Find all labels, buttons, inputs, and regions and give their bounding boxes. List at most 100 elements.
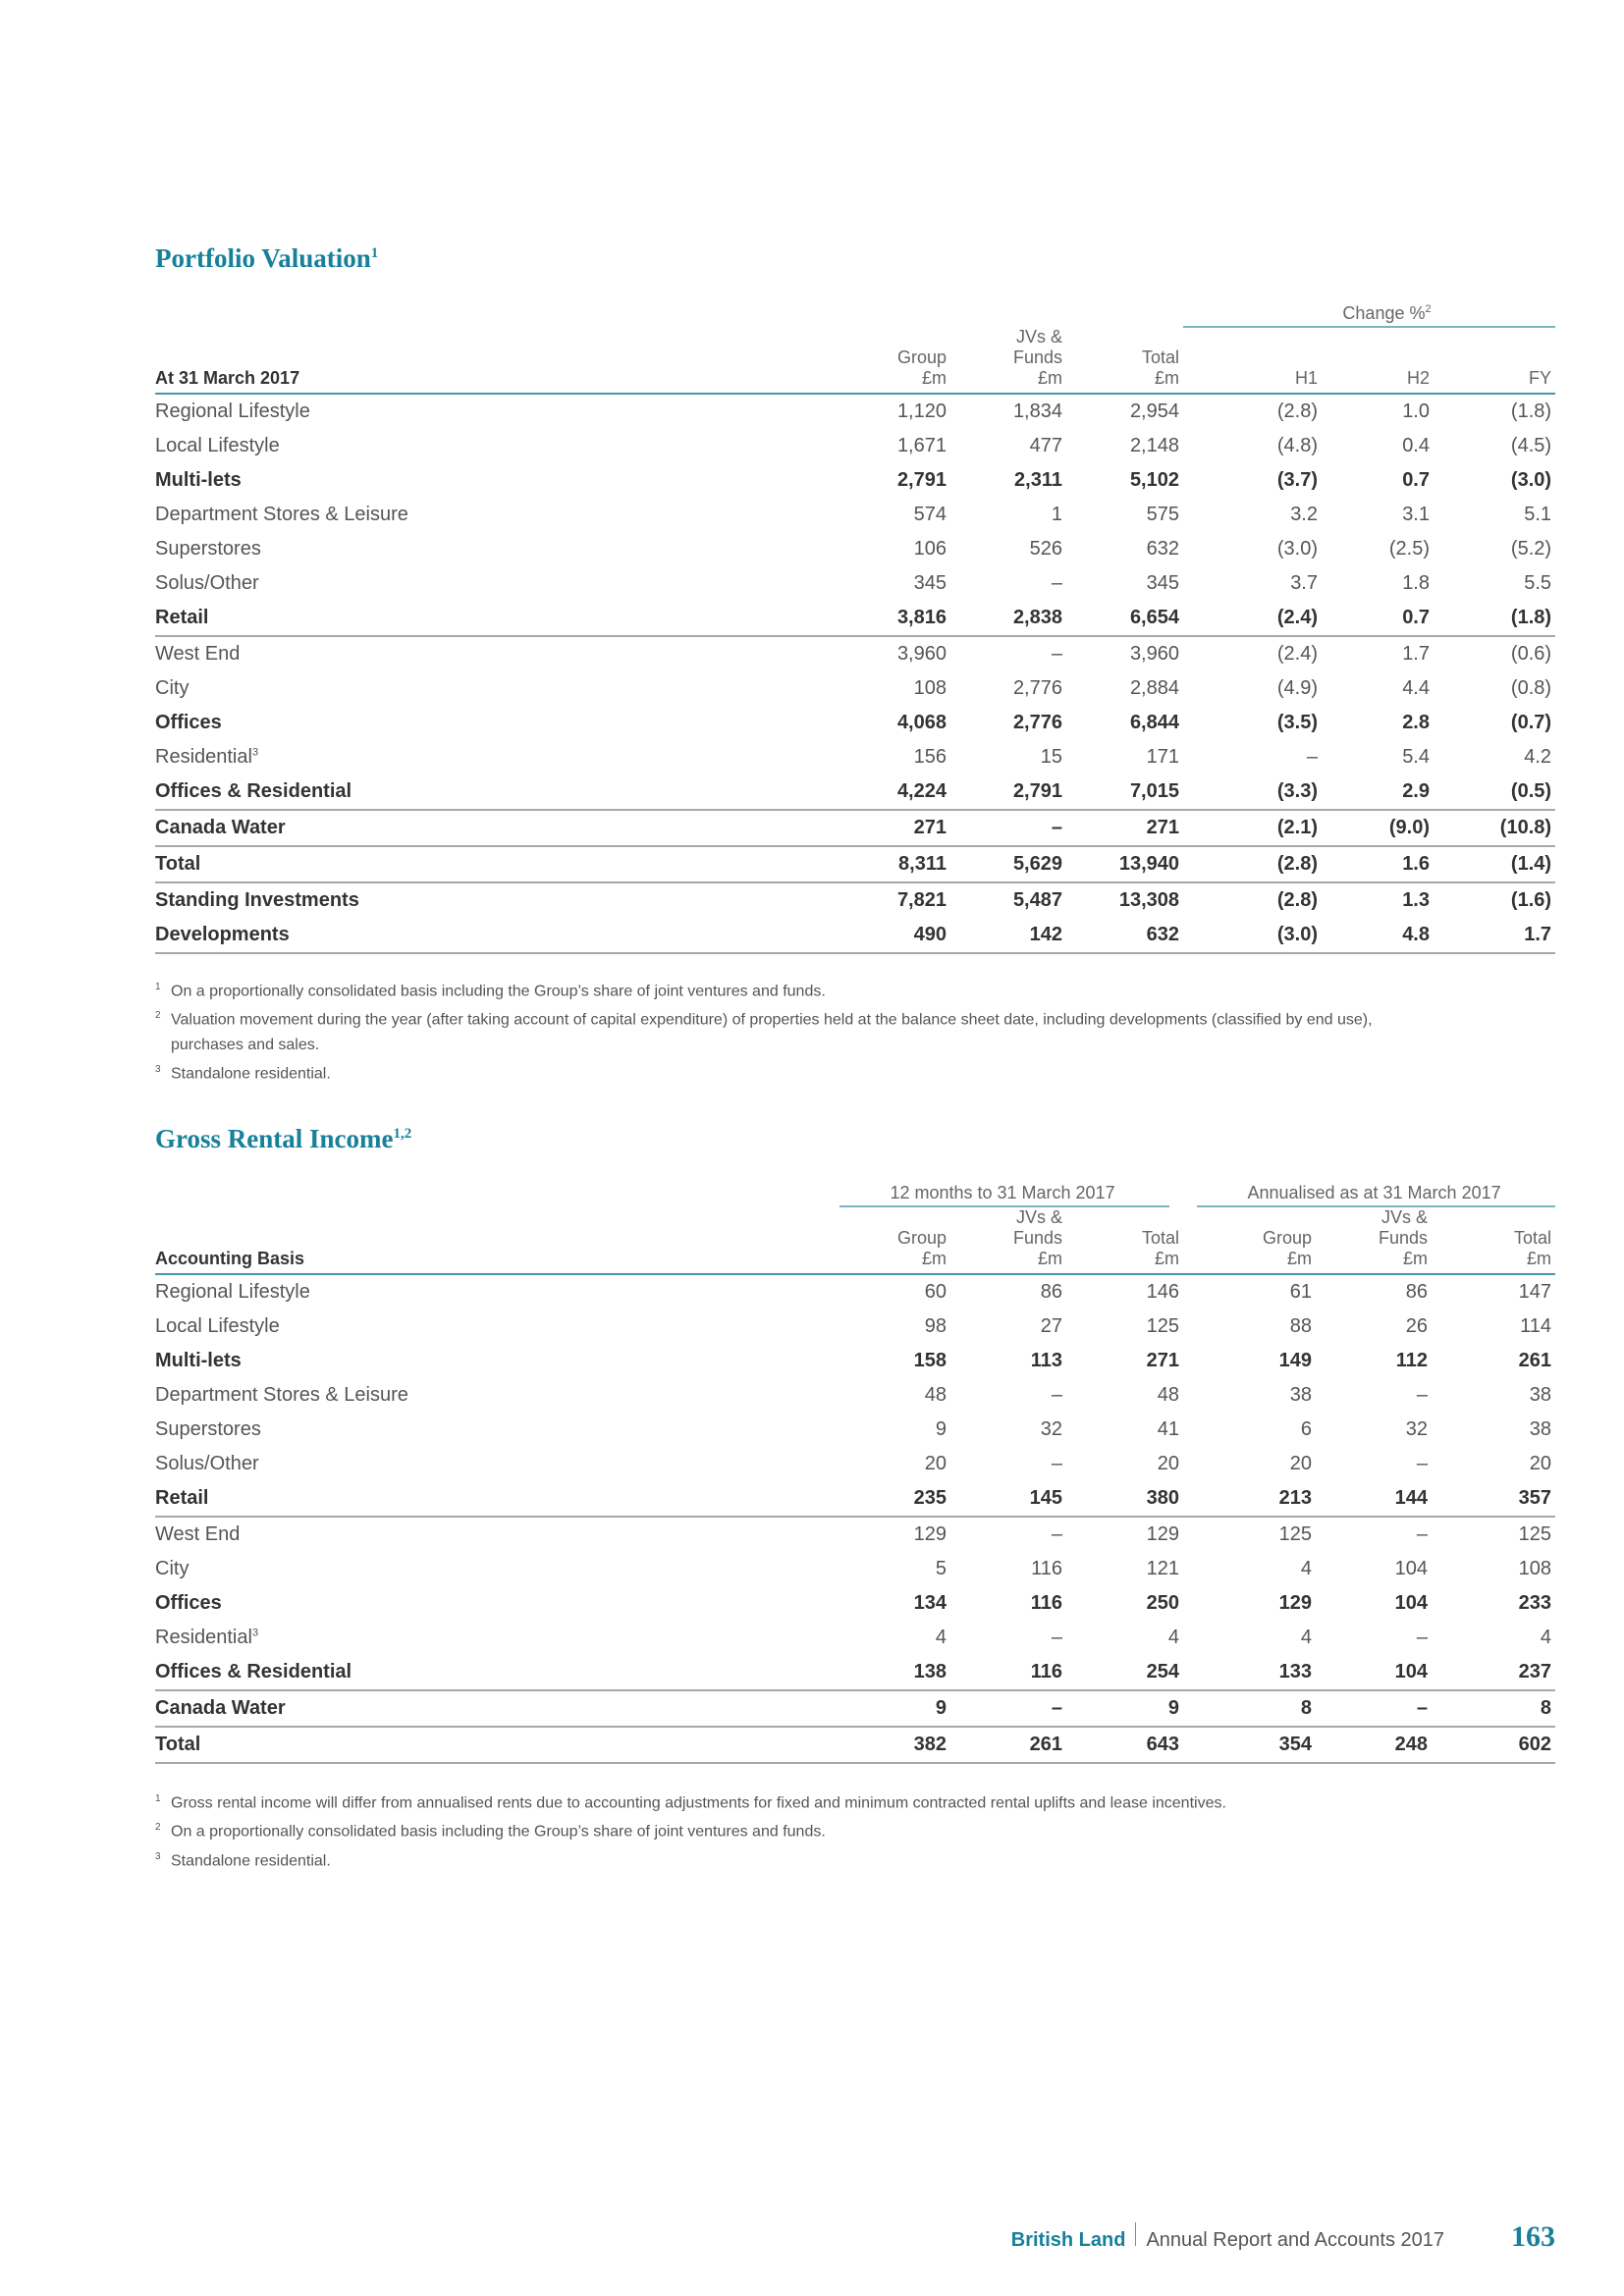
footnote: 2 On a proportionally consolidated basis … [155, 1815, 1530, 1843]
row-label-text: Local Lifestyle [155, 1315, 280, 1337]
footnote-number: 3 [155, 1850, 161, 1862]
row-label: Canada Water [155, 810, 872, 847]
cell-value: 1.0 [1402, 400, 1430, 422]
cell-value: 4 [1300, 1627, 1313, 1648]
cell-value: 88 [1289, 1315, 1313, 1337]
row-label: Residential3 [155, 1621, 839, 1655]
column-header: JVs & Funds £m [1316, 1206, 1433, 1275]
portfolio-valuation-table: Change %2 At 31 March 2017 Group £m JVs & … [155, 294, 1556, 954]
cell-value: 156 [913, 746, 947, 768]
row-label: Total [155, 846, 872, 883]
cell-value: (3.0) [1183, 918, 1322, 954]
footnote: 2 Valuation movement during the year (aft… [155, 1003, 1432, 1056]
cell-value: (3.3) [1183, 774, 1322, 811]
cell-value: 38 [1529, 1418, 1552, 1440]
cell-value: 4,224 [872, 774, 950, 811]
cell-value: 632 [1066, 918, 1183, 954]
cell-value: 2,776 [1012, 712, 1062, 733]
footnote: 3 Standalone residential. [155, 1057, 1432, 1086]
cell-value: 26 [1405, 1315, 1429, 1337]
row-label-text: Canada Water [155, 817, 286, 838]
cell-value: 146 [1146, 1281, 1180, 1303]
cell-value: (3.0) [1510, 469, 1552, 491]
cell-value: 5.1 [1524, 504, 1552, 525]
cell-value: 526 [1029, 538, 1062, 560]
column-header: H1 [1183, 327, 1322, 395]
rental-footnotes: 1 Gross rental income will differ from an… [155, 1787, 1530, 1873]
cell-value: (4.8) [1276, 435, 1318, 456]
table-row: Total 8,311 5,629 13,940 (2.8) 1.6 (1.4) [155, 846, 1556, 883]
column-header: JVs & Funds £m [950, 327, 1066, 395]
cell-value: 0.7 [1322, 601, 1434, 637]
cell-value: 149 [1278, 1350, 1313, 1371]
cell-value: (1.6) [1510, 889, 1552, 911]
page-footer: British Land Annual Report and Accounts … [1011, 2220, 1555, 2254]
cell-value: (4.9) [1276, 677, 1318, 699]
table-row: Local Lifestyle 1,671 477 2,148 (4.8) 0.4 (4.5… [155, 429, 1555, 463]
cell-value: 3.2 [1290, 504, 1318, 525]
cell-value: 38 [1529, 1384, 1552, 1406]
cell-value: 1.3 [1402, 889, 1430, 911]
table-row: Solus/Other 345 – 345 3.7 1.8 5.5 [155, 566, 1555, 601]
column-header: JVs & Funds £m [950, 1206, 1066, 1275]
cell-value: 104 [1394, 1558, 1429, 1579]
cell-value: 125 [1146, 1315, 1180, 1337]
row-label: Offices & Residential [155, 774, 872, 811]
cell-value: 116 [1031, 1558, 1062, 1579]
cell-value: 575 [1146, 504, 1179, 525]
footnote-number: 1 [155, 1793, 161, 1804]
row-label: Multi-lets [155, 463, 872, 498]
cell-value: (3.0) [1276, 538, 1318, 560]
cell-value: (2.8) [1276, 400, 1318, 422]
cell-value: 8,311 [872, 846, 950, 883]
cell-value: 6 [1300, 1418, 1313, 1440]
row-label: Solus/Other [155, 1447, 839, 1481]
cell-value: 9 [935, 1418, 947, 1440]
cell-value: 0.7 [1402, 469, 1430, 491]
row-label: Residential3 [155, 740, 872, 774]
table-caption: Accounting Basis [155, 1206, 839, 1275]
footer-divider [1135, 2222, 1137, 2246]
cell-value: (2.8) [1183, 846, 1322, 883]
row-label-text: Standing Investments [155, 889, 359, 911]
table-row: Canada Water 271–271 (2.1) (9.0) (10.8) [155, 810, 1556, 847]
cell-value: 4 [1167, 1627, 1180, 1648]
cell-value: (0.5) [1434, 774, 1556, 811]
title-text: Portfolio Valuation [155, 243, 371, 273]
cell-value: 86 [1405, 1281, 1429, 1303]
column-header: Group £m [1183, 1206, 1317, 1275]
cell-value: 6,654 [1066, 601, 1183, 637]
cell-value: – [1051, 1453, 1062, 1474]
cell-value: – [1416, 1523, 1429, 1545]
cell-value: 477 [1029, 435, 1062, 456]
cell-value: 2,776 [1012, 677, 1062, 699]
cell-value: 248 [1316, 1727, 1433, 1764]
row-label: Offices & Residential [155, 1655, 839, 1691]
cell-value: 121 [1146, 1558, 1180, 1579]
cell-value: 237 [1432, 1655, 1556, 1691]
table-row: Developments 490 142 632 (3.0) 4.8 1.7 [155, 918, 1556, 954]
cell-value: 27 [1040, 1315, 1062, 1337]
cell-value: (1.8) [1510, 400, 1552, 422]
cell-value: 5,487 [1012, 889, 1062, 911]
cell-value: 20 [924, 1453, 947, 1474]
footnote: 1 Gross rental income will differ from an… [155, 1787, 1530, 1815]
row-label: Local Lifestyle [155, 429, 872, 463]
row-label: Canada Water [155, 1690, 839, 1728]
row-label: Superstores [155, 1413, 839, 1447]
cell-value: 6,844 [1129, 712, 1179, 733]
cell-value: 20 [1157, 1453, 1180, 1474]
cell-value: – [1051, 1523, 1062, 1545]
cell-value: 13,308 [1118, 889, 1179, 911]
cell-value: 104 [1316, 1655, 1433, 1691]
cell-value: 144 [1316, 1481, 1433, 1518]
row-label-text: Offices & Residential [155, 1661, 352, 1682]
cell-value: 125 [1518, 1523, 1552, 1545]
row-label: West End [155, 636, 872, 671]
cell-value: 9 [1066, 1690, 1184, 1728]
cell-value: 61 [1289, 1281, 1313, 1303]
footnote: 3 Standalone residential. [155, 1844, 1530, 1873]
cell-value: 2,311 [1014, 469, 1062, 491]
cell-value: 2,884 [1129, 677, 1179, 699]
cell-value: 1,834 [1012, 400, 1062, 422]
